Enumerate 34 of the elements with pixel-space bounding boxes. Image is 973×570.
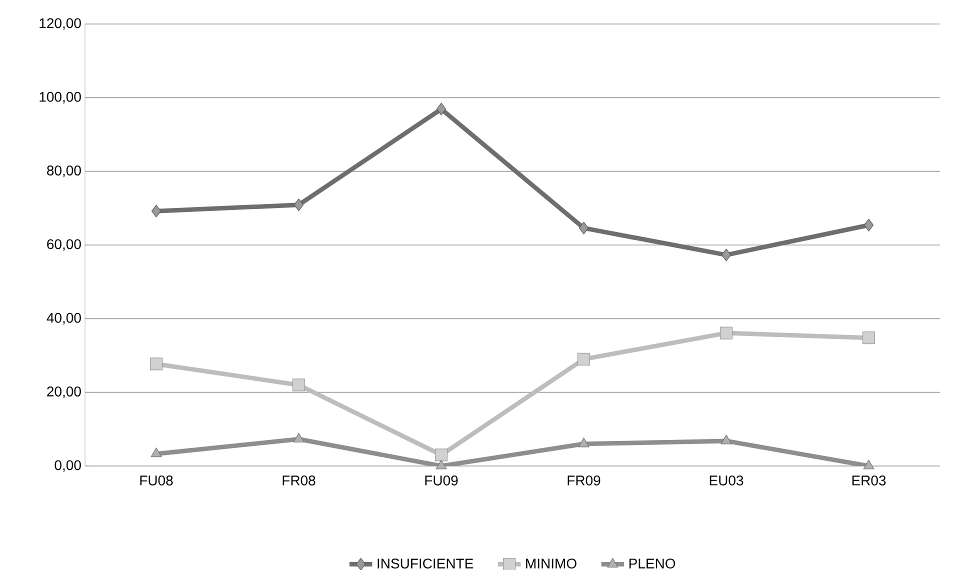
- point: [150, 358, 163, 370]
- point: [721, 248, 732, 262]
- point: [151, 204, 162, 218]
- point: [577, 352, 590, 366]
- legend-label: INSUFICIENTE: [378, 558, 474, 569]
- y-tick-label: 0,00: [54, 460, 81, 472]
- x-tick-label: FU09: [425, 476, 458, 486]
- x-tick-label: FU08: [140, 476, 173, 486]
- point: [436, 102, 446, 116]
- y-tick-label: 100,00: [40, 92, 81, 104]
- point: [864, 218, 874, 232]
- point: [720, 326, 733, 340]
- point: [862, 332, 876, 344]
- x-tick-label: EU03: [710, 476, 744, 486]
- point: [293, 432, 304, 442]
- point: [294, 198, 304, 212]
- y-tick-label: 40,00: [46, 312, 81, 324]
- point: [434, 448, 448, 462]
- y-tick-label: 60,00: [47, 239, 81, 251]
- y-tick-label: 80,00: [47, 166, 81, 178]
- point: [863, 460, 874, 470]
- legend-label: MINIMO: [526, 558, 576, 569]
- point: [436, 460, 447, 470]
- x-tick-label: FR08: [282, 476, 316, 486]
- x-tick-label: FR09: [568, 476, 600, 486]
- point: [578, 222, 589, 234]
- x-tick-label: ER03: [852, 476, 886, 486]
- y-tick-label: 120,00: [40, 18, 81, 30]
- legend-label: PLENO: [629, 558, 676, 569]
- point: [720, 434, 732, 444]
- point: [292, 378, 306, 392]
- point: [150, 448, 162, 458]
- point: [578, 438, 590, 448]
- y-tick-label: 20,00: [47, 386, 81, 398]
